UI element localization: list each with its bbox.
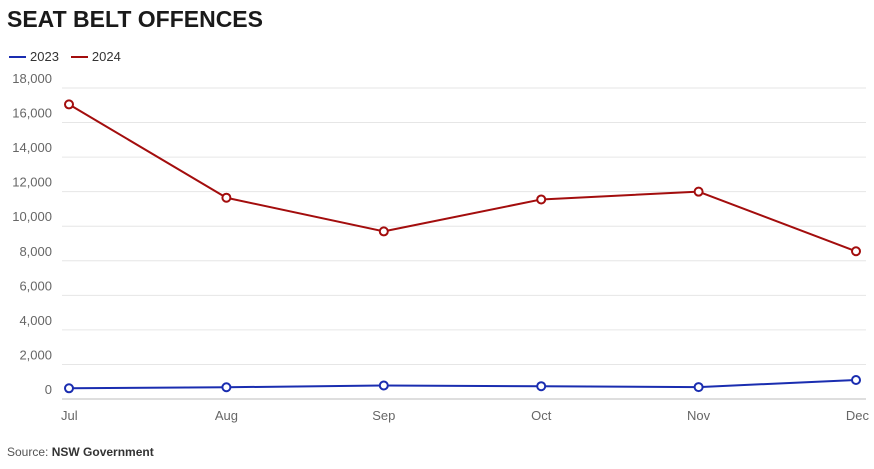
data-point-2023 [378, 380, 389, 391]
series-layer [64, 99, 861, 394]
data-point-2024 [378, 226, 389, 237]
series-line-2023 [68, 378, 857, 390]
y-tick-label: 18,000 [12, 71, 52, 86]
chart-title: SEAT BELT OFFENCES [7, 6, 263, 32]
y-tick-label: 6,000 [19, 278, 52, 293]
x-tick-label: Dec [846, 408, 870, 423]
data-point-2023 [693, 382, 704, 393]
data-point-2024 [64, 99, 74, 110]
legend-item-2024: 2024 [70, 49, 121, 64]
data-point-2023 [851, 374, 861, 385]
x-axis: Jul Aug Sep Oct Nov Dec [61, 408, 869, 423]
y-tick-label: 10,000 [12, 209, 52, 224]
line-chart: 0 2,000 4,000 6,000 8,000 10,000 12,000 14,000 1… [12, 71, 869, 423]
data-point-2023 [536, 381, 547, 392]
data-point-2024 [536, 194, 547, 205]
x-tick-label: Nov [687, 408, 711, 423]
data-point-2024 [221, 192, 232, 203]
legend-swatch-2023 [9, 55, 26, 58]
legend: 2023 2024 [9, 49, 133, 64]
x-tick-label: Oct [531, 408, 552, 423]
source-name: NSW Government [51, 445, 154, 459]
legend-item-2023: 2023 [9, 49, 59, 64]
y-tick-label: 4,000 [19, 313, 52, 328]
y-tick-label: 12,000 [12, 175, 52, 190]
data-point-2023 [221, 382, 232, 393]
y-tick-label: 16,000 [12, 106, 52, 121]
data-point-2024 [851, 246, 861, 257]
legend-swatch-2024 [70, 55, 88, 58]
legend-label-2024: 2024 [91, 49, 121, 64]
x-tick-label: Jul [61, 408, 78, 423]
source-note: Source: NSW Government [7, 445, 154, 459]
x-tick-label: Sep [372, 408, 395, 423]
y-tick-label: 8,000 [19, 244, 52, 259]
grid-lines [62, 87, 866, 400]
source-prefix: Source: [7, 445, 49, 459]
y-tick-label: 2,000 [19, 347, 52, 362]
legend-label-2023: 2023 [30, 49, 59, 64]
y-tick-label: 14,000 [12, 140, 52, 155]
data-point-2024 [693, 186, 704, 197]
series-line-2024 [68, 103, 857, 253]
y-tick-label: 0 [45, 382, 52, 397]
y-axis: 0 2,000 4,000 6,000 8,000 10,000 12,000 14,000 1… [12, 71, 52, 397]
x-tick-label: Aug [215, 408, 238, 423]
data-point-2023 [64, 383, 74, 394]
